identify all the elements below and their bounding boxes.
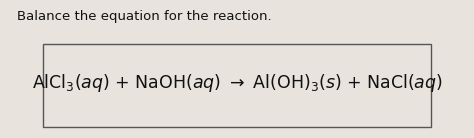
- Text: AlCl$_3$($\it{aq}$) + NaOH($\it{aq}$) $\rightarrow$ Al(OH)$_3$($\it{s}$) + NaCl(: AlCl$_3$($\it{aq}$) + NaOH($\it{aq}$) $\…: [32, 72, 442, 95]
- FancyBboxPatch shape: [43, 44, 431, 127]
- Text: Balance the equation for the reaction.: Balance the equation for the reaction.: [17, 10, 271, 23]
